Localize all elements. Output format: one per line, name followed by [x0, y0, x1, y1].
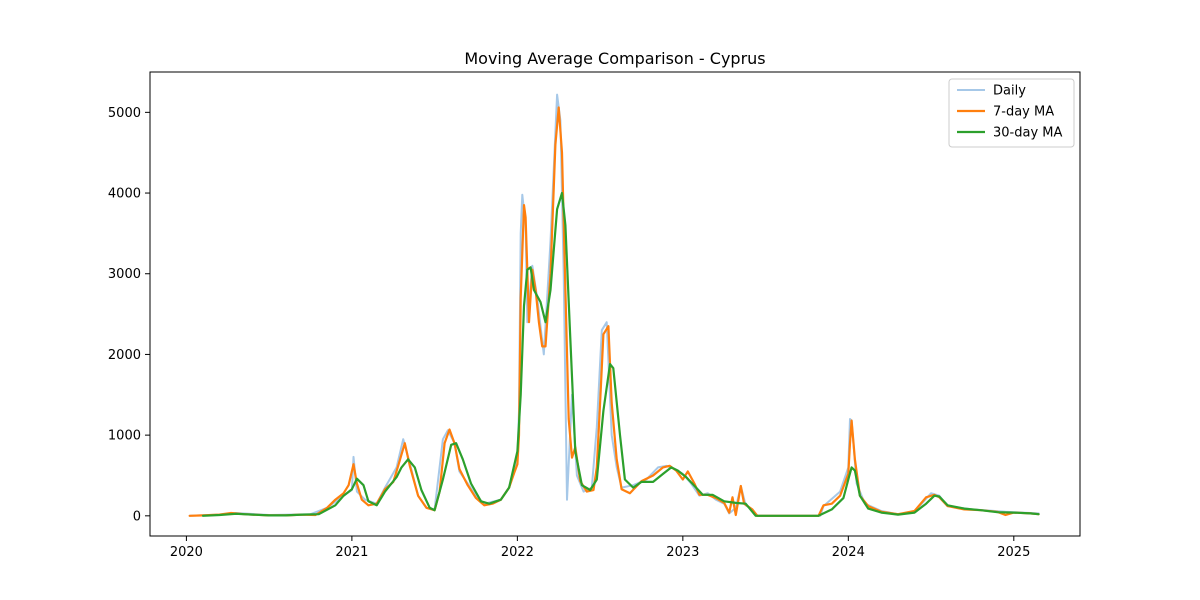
y-tick-label: 1000 — [108, 429, 141, 444]
x-tick-label: 2024 — [832, 545, 865, 560]
plot-area-frame — [149, 71, 1081, 537]
x-axis: 2020 2021 2022 2023 2024 2025 — [170, 536, 1030, 560]
chart-title: Moving Average Comparison - Cyprus — [464, 49, 765, 68]
legend-label: Daily — [993, 84, 1026, 99]
series-layer — [188, 93, 1040, 517]
y-tick-label: 5000 — [108, 106, 141, 121]
x-tick-label: 2021 — [335, 545, 368, 560]
x-tick-label: 2023 — [666, 545, 699, 560]
series-line-2 — [201, 191, 1040, 517]
y-tick-label: 0 — [133, 509, 141, 524]
legend-label: 7-day MA — [993, 105, 1054, 120]
legend-box — [948, 78, 1075, 148]
legend: Daily 7-day MA 30-day MA — [948, 78, 1075, 148]
x-tick-label: 2022 — [501, 545, 534, 560]
x-tick-label: 2025 — [997, 545, 1030, 560]
y-tick-label: 2000 — [108, 348, 141, 363]
y-axis: 0 1000 2000 3000 4000 5000 — [108, 106, 150, 524]
y-tick-label: 3000 — [108, 267, 141, 282]
legend-label: 30-day MA — [993, 126, 1062, 141]
x-tick-label: 2020 — [170, 545, 203, 560]
y-tick-label: 4000 — [108, 187, 141, 202]
